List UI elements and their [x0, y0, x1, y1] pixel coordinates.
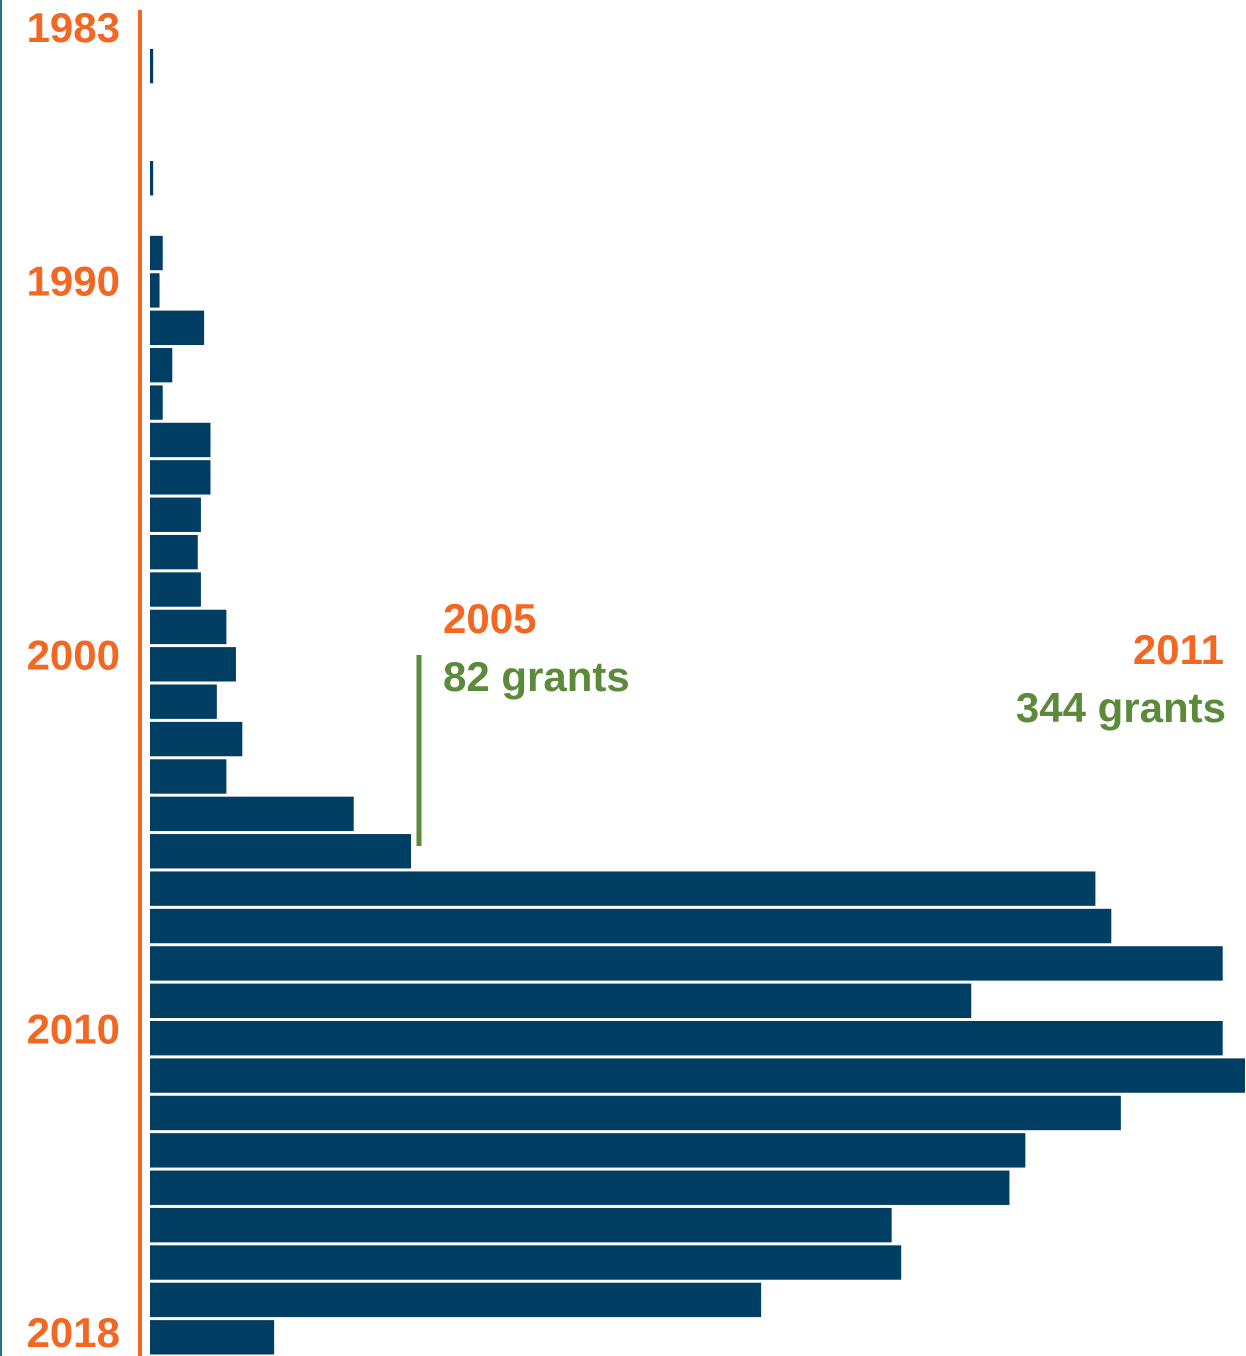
bar: [150, 1282, 762, 1318]
bar: [150, 759, 227, 794]
annotation-text: 344 grants: [1016, 684, 1226, 731]
bar: [150, 1320, 275, 1355]
bar: [150, 273, 160, 308]
bar: [150, 721, 243, 757]
bar: [150, 1095, 1121, 1131]
bar: [150, 834, 412, 869]
bar: [150, 1207, 892, 1243]
bar: [150, 422, 211, 458]
annotation-year: 2005: [443, 595, 536, 642]
y-tick-label: 2018: [27, 1309, 120, 1356]
bar: [150, 235, 163, 271]
annotation-text: 82 grants: [443, 653, 630, 700]
bar: [150, 1058, 1245, 1093]
bar: [150, 1245, 902, 1280]
bar: [150, 161, 154, 196]
bar: [150, 908, 1112, 944]
bar: [150, 796, 354, 832]
bar: [150, 647, 236, 682]
bar: [150, 1021, 1223, 1056]
bar: [150, 460, 211, 495]
bar: [150, 609, 227, 645]
bar: [150, 946, 1223, 981]
bar: [150, 871, 1096, 906]
y-tick-label: 1983: [27, 4, 120, 51]
y-tick-label: 2010: [27, 1005, 120, 1052]
bar: [150, 497, 201, 532]
bar: [150, 572, 201, 607]
bar: [150, 48, 154, 84]
bar: [150, 983, 972, 1018]
y-tick-label: 2000: [27, 631, 120, 678]
bar: [150, 348, 173, 383]
bar: [150, 1133, 1026, 1168]
bar: [150, 684, 217, 719]
bar: [150, 1170, 1010, 1205]
annotation-year: 2011: [1133, 626, 1224, 673]
bar: [150, 310, 205, 345]
y-tick-label: 1990: [27, 258, 120, 305]
bar: [150, 385, 163, 420]
bar: [150, 534, 198, 570]
